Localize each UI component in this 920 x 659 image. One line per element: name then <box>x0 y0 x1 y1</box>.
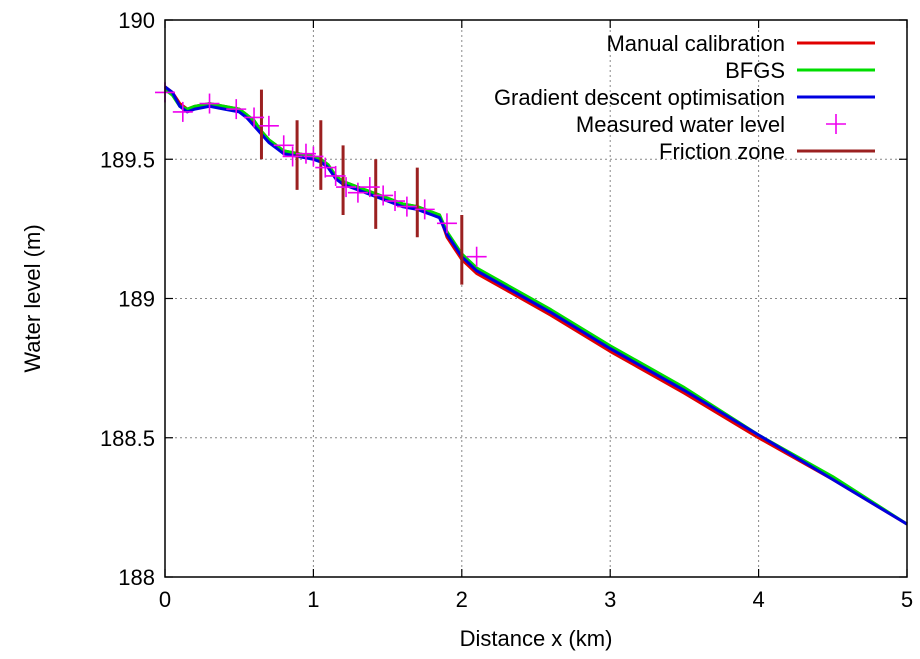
legend-label: BFGS <box>725 58 785 83</box>
measured-point <box>347 182 368 203</box>
measured-point <box>244 107 265 128</box>
x-tick-label: 1 <box>307 587 319 612</box>
axis-ticks <box>164 19 908 578</box>
measured-point <box>282 146 303 167</box>
measured-point <box>385 191 406 212</box>
legend-label: Gradient descent optimisation <box>494 85 785 110</box>
measured-point <box>414 199 435 220</box>
y-axis-label: Water level (m) <box>20 224 45 372</box>
tick-labels: 0 1 2 3 4 5 188 188.5 189 189.5 190 <box>100 8 913 612</box>
friction-zone-layer <box>259 89 464 285</box>
measured-point <box>226 99 247 120</box>
y-tick-label: 188.5 <box>100 426 155 451</box>
y-tick-label: 189 <box>118 287 155 312</box>
legend-label: Measured water level <box>576 112 785 137</box>
legend-label: Friction zone <box>659 139 785 164</box>
series-line-2 <box>164 85 908 526</box>
legend-swatch-marker <box>826 114 846 134</box>
y-tick-label: 188 <box>118 565 155 590</box>
series-layer <box>164 85 908 526</box>
measured-point <box>258 115 279 136</box>
measured-point <box>199 93 220 114</box>
measured-point <box>172 101 193 122</box>
measured-point <box>396 196 417 217</box>
measured-point <box>466 246 487 267</box>
x-tick-label: 2 <box>456 587 468 612</box>
measured-point <box>315 157 336 178</box>
measured-point <box>273 135 294 156</box>
measured-point <box>359 177 380 198</box>
y-tick-label: 189.5 <box>100 147 155 172</box>
measured-point <box>336 177 357 198</box>
measured-point <box>303 146 324 167</box>
measured-point <box>373 185 394 206</box>
x-tick-label: 4 <box>752 587 764 612</box>
y-tick-label: 190 <box>118 8 155 33</box>
x-tick-label: 3 <box>604 587 616 612</box>
x-tick-label: 5 <box>901 587 913 612</box>
measured-point <box>436 213 457 234</box>
x-tick-label: 0 <box>159 587 171 612</box>
x-axis-label: Distance x (km) <box>460 626 613 651</box>
grid-lines <box>165 20 907 577</box>
measured-point <box>325 165 346 186</box>
legend-label: Manual calibration <box>606 31 785 56</box>
